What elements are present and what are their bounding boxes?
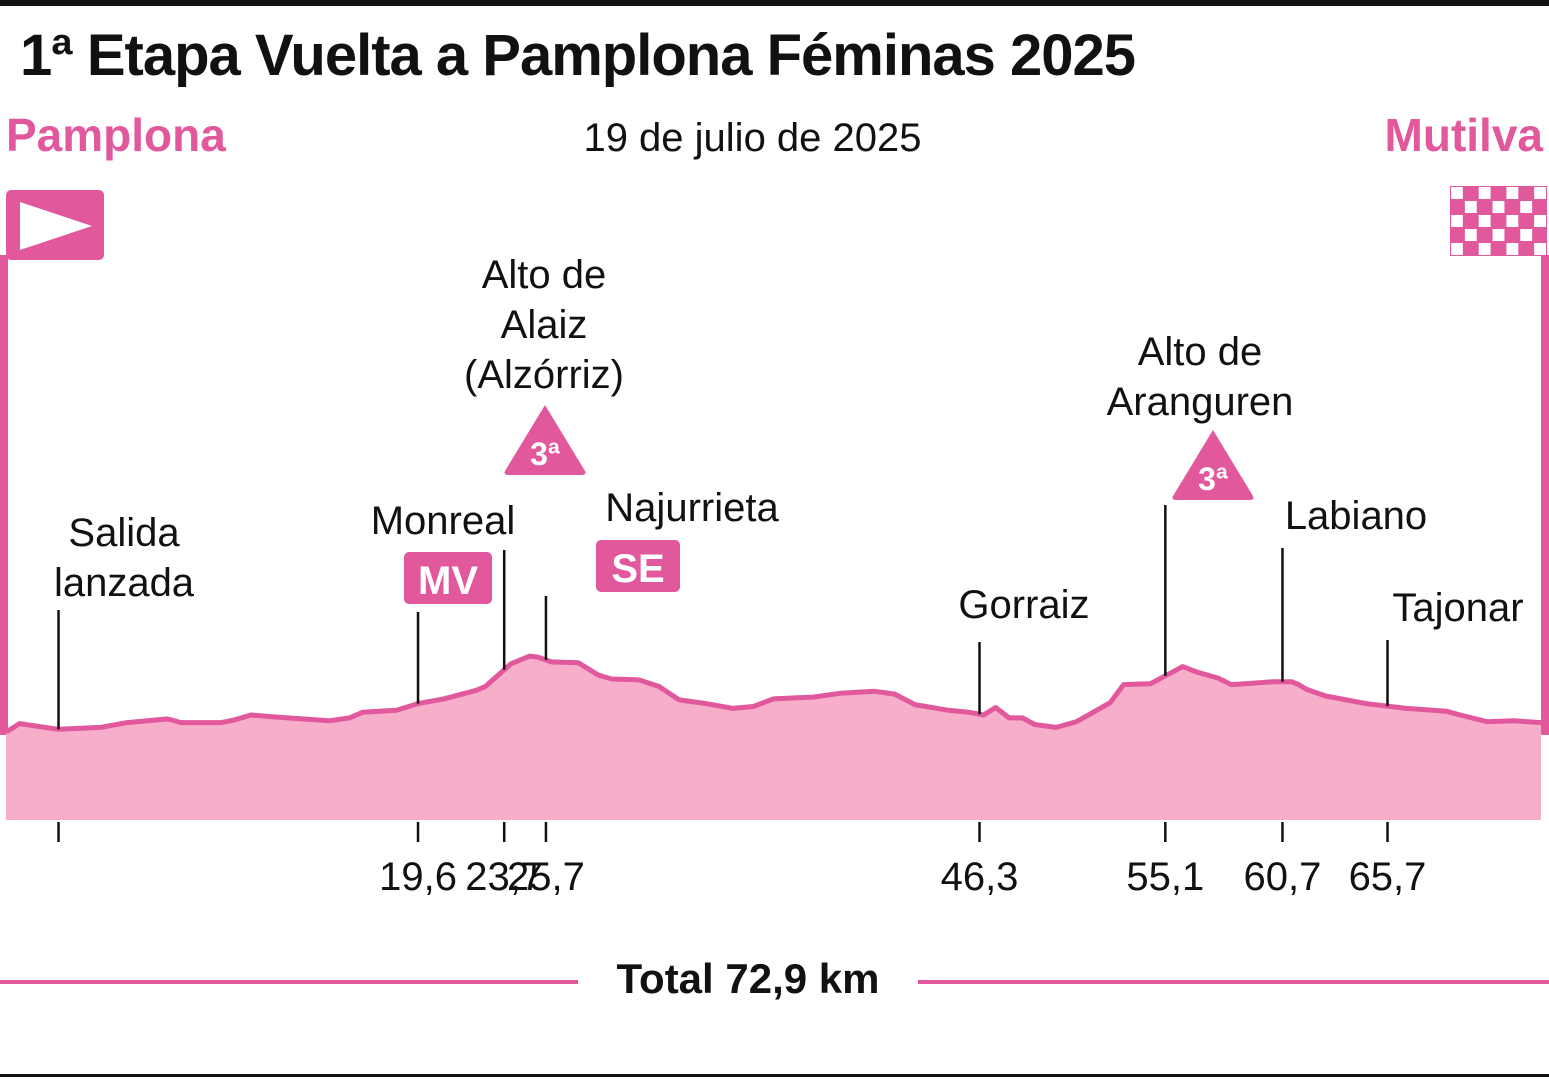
start-city: Pamplona bbox=[6, 109, 226, 161]
flag-check bbox=[1492, 201, 1505, 213]
flag-check bbox=[1506, 187, 1519, 199]
category-label: 3ª bbox=[530, 436, 560, 472]
flag-check bbox=[1451, 215, 1463, 227]
waypoint-name: Najurrieta bbox=[605, 486, 779, 530]
km-label: 23,7 bbox=[465, 855, 543, 899]
waypoint-name: Gorraiz bbox=[958, 583, 1089, 627]
flag-check bbox=[1492, 229, 1505, 241]
elevation-area bbox=[6, 656, 1541, 820]
checkered-flag-icon bbox=[1450, 186, 1549, 735]
flag-check bbox=[1534, 215, 1546, 227]
waypoint-name: (Alzórriz) bbox=[464, 353, 624, 397]
top-rule bbox=[0, 0, 1549, 6]
flag-check bbox=[1534, 187, 1546, 199]
waypoint-name: Alto de bbox=[1138, 330, 1263, 374]
waypoint-name: Aranguren bbox=[1107, 380, 1294, 424]
mountain-category-badge bbox=[504, 405, 586, 475]
stage-date: 19 de julio de 2025 bbox=[583, 116, 922, 160]
total-rule-right bbox=[918, 980, 1549, 984]
waypoint-name: Salida bbox=[68, 511, 180, 555]
flag-check bbox=[1478, 215, 1491, 227]
finish-city: Mutilva bbox=[1384, 109, 1543, 161]
chart-title: 1ª Etapa Vuelta a Pamplona Féminas 2025 bbox=[20, 23, 1136, 88]
km-label: 46,3 bbox=[941, 855, 1019, 899]
flag-check bbox=[1534, 243, 1546, 255]
flag-check bbox=[1451, 243, 1463, 255]
elevation-line bbox=[4, 653, 1542, 735]
flag-check bbox=[1506, 215, 1519, 227]
total-distance: Total 72,9 km bbox=[616, 955, 880, 1002]
km-label: 25,7 bbox=[507, 855, 585, 899]
flag-check bbox=[1464, 229, 1477, 241]
mountain-category-badge bbox=[1172, 430, 1254, 500]
sprint-badge bbox=[596, 540, 680, 592]
badge-label: MV bbox=[418, 559, 478, 603]
flag-background bbox=[1450, 186, 1547, 256]
flag-check bbox=[1478, 243, 1491, 255]
waypoint-name: Labiano bbox=[1285, 494, 1427, 538]
flag-check bbox=[1520, 229, 1533, 241]
waypoint-name: Alto de bbox=[482, 253, 607, 297]
waypoint-name: Alaiz bbox=[501, 303, 588, 347]
waypoint-name: Tajonar bbox=[1392, 586, 1523, 630]
badge-label: SE bbox=[611, 547, 664, 591]
flag-check bbox=[1506, 243, 1519, 255]
flag-check bbox=[1451, 187, 1463, 199]
total-rule-left bbox=[0, 980, 578, 984]
flag-check bbox=[1464, 201, 1477, 213]
waypoint-name: Monreal bbox=[371, 499, 516, 543]
sprint-badge bbox=[404, 552, 492, 604]
km-label: 55,1 bbox=[1126, 855, 1204, 899]
start-flag-icon bbox=[0, 190, 104, 735]
flag-check bbox=[1520, 201, 1533, 213]
flag-check bbox=[1478, 187, 1491, 199]
waypoint-name: lanzada bbox=[54, 561, 195, 605]
category-label: 3ª bbox=[1198, 461, 1228, 497]
km-label: 65,7 bbox=[1349, 855, 1427, 899]
bottom-rule bbox=[0, 1074, 1549, 1077]
km-label: 19,6 bbox=[379, 855, 457, 899]
km-label: 60,7 bbox=[1244, 855, 1322, 899]
